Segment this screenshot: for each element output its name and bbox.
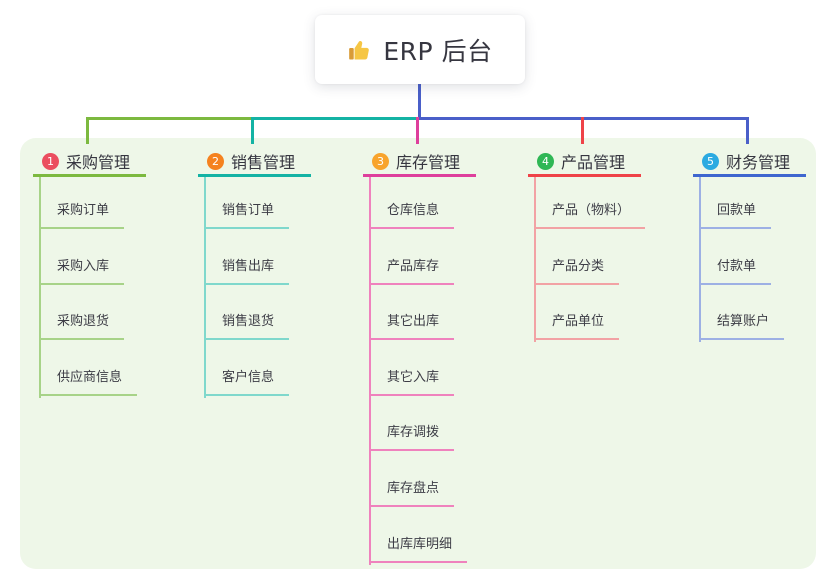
child-node[interactable]: 回款单 [699,203,772,229]
child-node[interactable]: 产品单位 [534,314,620,341]
child-node[interactable]: 供应商信息 [39,370,138,396]
child-node[interactable]: 采购入库 [39,259,125,285]
branch-number-badge: 1 [42,152,59,170]
branch-label: 销售管理 [231,153,296,172]
branch-label: 财务管理 [726,153,791,172]
branch-label: 库存管理 [396,153,461,172]
branch-drop-line [581,117,584,144]
branch-number-badge: 4 [537,152,554,170]
child-node[interactable]: 销售订单 [204,203,290,229]
child-node[interactable]: 结算账户 [699,314,785,341]
child-node[interactable]: 采购退货 [39,314,125,341]
children-vertical-line [204,177,206,398]
bus-segment-green [86,117,251,120]
children-vertical-line [699,177,701,343]
child-node[interactable]: 产品（物料） [534,203,646,229]
child-node[interactable]: 仓库信息 [369,203,455,229]
branch-drop-line [86,117,89,144]
branch-node-2[interactable]: 2 销售管理 [207,150,295,172]
branch-underline [528,174,641,177]
branch-node-1[interactable]: 1 采购管理 [42,150,130,172]
root-label: ERP 后台 [383,36,493,66]
bus-segment-teal [251,117,418,120]
branch-label: 采购管理 [66,153,131,172]
children-vertical-line [534,177,536,343]
branch-drop-line [416,117,419,144]
branch-number-badge: 5 [702,152,719,170]
child-node[interactable]: 采购订单 [39,203,125,229]
branch-number-badge: 2 [207,152,224,170]
branches-panel [20,138,816,569]
branch-underline [33,174,146,177]
child-node[interactable]: 销售退货 [204,314,290,341]
branch-underline [363,174,476,177]
branch-node-3[interactable]: 3 库存管理 [372,150,460,172]
child-node[interactable]: 产品库存 [369,259,455,285]
child-node[interactable]: 其它出库 [369,314,455,341]
child-node[interactable]: 库存盘点 [369,481,455,507]
root-node[interactable]: ERP 后台 [315,15,525,84]
child-node[interactable]: 客户信息 [204,370,290,396]
branch-node-5[interactable]: 5 财务管理 [702,150,790,172]
branch-underline [693,174,806,177]
child-node[interactable]: 其它入库 [369,370,455,396]
branch-drop-line [746,117,749,144]
child-node[interactable]: 付款单 [699,259,772,285]
thumbs-up-icon [347,37,373,63]
child-node[interactable]: 产品分类 [534,259,620,285]
branch-drop-line [251,117,254,144]
branch-underline [198,174,311,177]
children-vertical-line [39,177,41,398]
child-node[interactable]: 库存调拨 [369,425,455,452]
children-vertical-line [369,177,371,565]
root-stem-line [417,84,421,120]
child-node[interactable]: 出库库明细 [369,537,468,563]
branch-node-4[interactable]: 4 产品管理 [537,150,625,172]
child-node[interactable]: 销售出库 [204,259,290,285]
branch-label: 产品管理 [561,153,626,172]
branch-number-badge: 3 [372,152,389,170]
